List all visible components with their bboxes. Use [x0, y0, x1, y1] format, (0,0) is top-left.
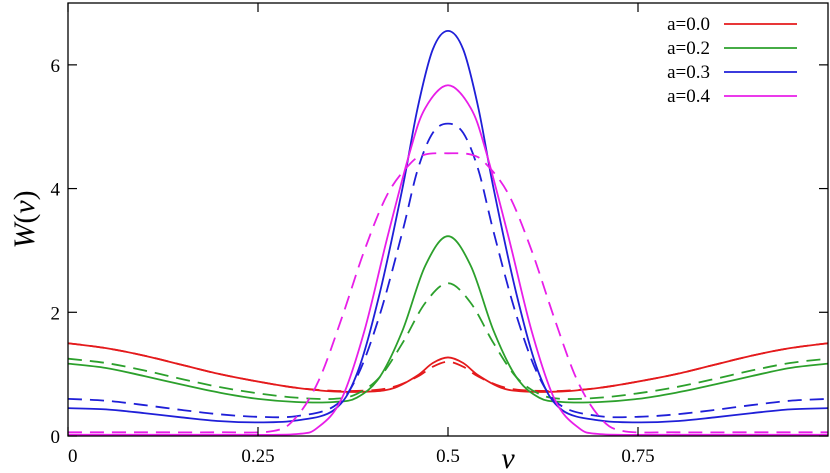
x-tick-label: 0 — [68, 446, 78, 467]
plot-frame — [67, 2, 829, 437]
y-axis-label: W(ν) — [8, 190, 41, 248]
series-line-6-solid — [68, 84, 828, 436]
legend: a=0.0 a=0.2 a=0.3 a=0.4 — [667, 14, 797, 107]
series-line-3-dashed — [68, 282, 828, 400]
legend-label: a=0.2 — [667, 38, 710, 59]
plot-lines — [68, 29, 828, 436]
x-axis-label: ν — [501, 442, 515, 473]
legend-label: a=0.4 — [667, 86, 710, 107]
series-line-7-dashed — [68, 152, 828, 434]
legend-label: a=0.0 — [667, 14, 710, 35]
legend-label: a=0.3 — [667, 62, 710, 83]
axis-ticks: 0 0.25 0.5 0.75 0 2 4 6 — [51, 3, 828, 467]
series-line-1-dashed — [68, 342, 828, 392]
y-tick-label: 4 — [51, 180, 61, 201]
x-tick-label: 0.25 — [241, 446, 274, 467]
series-line-4-solid — [68, 29, 828, 424]
y-tick-label: 0 — [51, 427, 61, 448]
y-tick-label: 2 — [51, 303, 61, 324]
y-tick-label: 6 — [51, 56, 61, 77]
series-line-2-solid — [68, 235, 828, 404]
x-tick-label: 0.5 — [436, 446, 460, 467]
x-tick-label: 0.75 — [621, 446, 654, 467]
series-line-5-dashed — [68, 122, 828, 419]
